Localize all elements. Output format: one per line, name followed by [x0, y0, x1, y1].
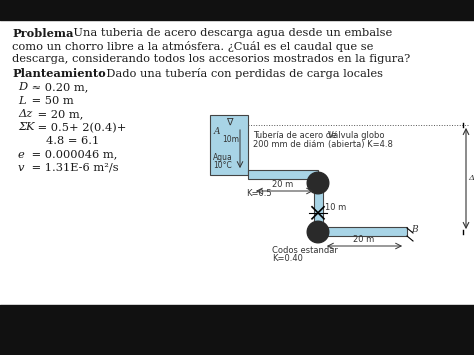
Text: = 50 m: = 50 m [28, 95, 74, 105]
Bar [322, 227, 407, 236]
Text: descarga, considerando todos los accesorios mostrados en la figura?: descarga, considerando todos los accesor… [12, 54, 410, 64]
Text: 4.8 = 6.1: 4.8 = 6.1 [46, 136, 99, 146]
Text: (abierta) K=4.8: (abierta) K=4.8 [328, 140, 393, 149]
Text: Agua: Agua [213, 153, 233, 162]
Text: A: A [214, 127, 220, 136]
Text: Problema: Problema [12, 28, 73, 39]
Text: 20 m: 20 m [354, 235, 374, 244]
Text: 10°C: 10°C [213, 161, 232, 170]
Circle shape [307, 172, 329, 194]
Text: v: v [18, 163, 24, 173]
Text: B: B [411, 225, 418, 234]
Text: 10 m: 10 m [325, 203, 346, 213]
Text: = 0.000046 m,: = 0.000046 m, [28, 149, 118, 159]
Text: 10m: 10m [222, 135, 239, 143]
Text: Δz: Δz [468, 174, 474, 182]
Text: como un chorro libre a la atmósfera. ¿Cuál es el caudal que se: como un chorro libre a la atmósfera. ¿Cu… [12, 41, 374, 52]
Circle shape [307, 221, 329, 243]
Text: D: D [18, 82, 27, 92]
Text: 200 mm de diám: 200 mm de diám [253, 140, 325, 149]
Bar [248, 170, 318, 179]
Text: L: L [18, 95, 26, 105]
Text: Codos estandar: Codos estandar [272, 246, 338, 255]
Text: = 1.31E-6 m²/s: = 1.31E-6 m²/s [28, 163, 118, 173]
Bar [210, 115, 248, 175]
Text: ≈ 0.20 m,: ≈ 0.20 m, [28, 82, 88, 92]
Text: 20 m: 20 m [273, 180, 293, 189]
Text: = 0.5+ 2(0.4)+: = 0.5+ 2(0.4)+ [34, 122, 127, 133]
Text: ∇: ∇ [226, 117, 232, 127]
Text: e: e [18, 149, 25, 159]
Text: = 20 m,: = 20 m, [34, 109, 83, 119]
Text: : Una tuberia de acero descarga agua desde un embalse: : Una tuberia de acero descarga agua des… [66, 28, 392, 38]
Bar [314, 184, 323, 232]
Text: Tubería de acero de: Tubería de acero de [253, 131, 337, 140]
Text: K=0.5: K=0.5 [246, 189, 272, 198]
Text: K=0.40: K=0.40 [272, 254, 303, 263]
Text: Planteamiento: Planteamiento [12, 68, 106, 79]
Text: ΣK: ΣK [18, 122, 35, 132]
Text: : Dado una tubería con perdidas de carga locales: : Dado una tubería con perdidas de carga… [99, 68, 383, 79]
Text: Δz: Δz [18, 109, 32, 119]
Text: Válvula globo: Válvula globo [328, 131, 384, 140]
